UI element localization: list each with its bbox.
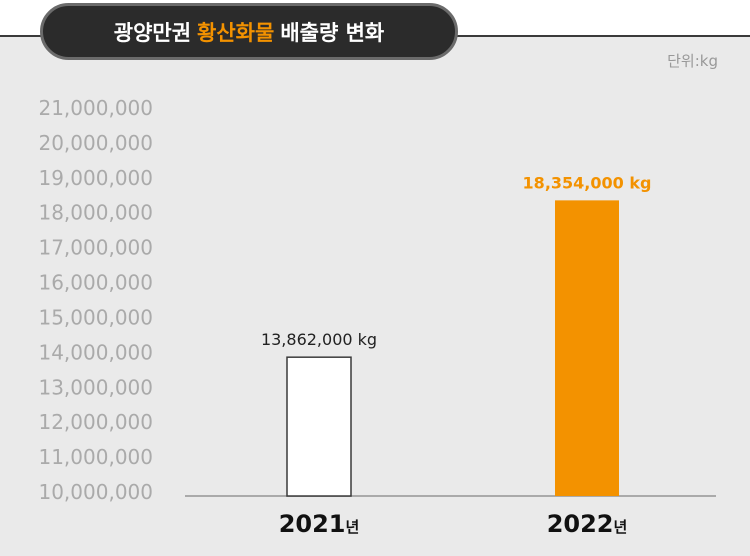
- bar: [555, 200, 619, 497]
- bar-value-label: 18,354,000 kg: [523, 173, 652, 192]
- y-tick-label: 20,000,000: [38, 131, 153, 155]
- title-prefix: 광양만권: [113, 20, 192, 45]
- y-tick-label: 17,000,000: [38, 236, 153, 260]
- y-tick-label: 21,000,000: [38, 96, 153, 120]
- y-tick-label: 12,000,000: [38, 410, 153, 434]
- x-category-label: 2021년: [279, 510, 360, 538]
- y-tick-label: 13,000,000: [38, 375, 153, 399]
- x-category-label: 2022년: [547, 510, 628, 538]
- y-tick-label: 15,000,000: [38, 305, 153, 329]
- category-year: 2022: [547, 510, 614, 538]
- y-tick-label: 19,000,000: [38, 166, 153, 190]
- category-suffix: 년: [613, 518, 627, 536]
- title-suffix: 배출량 변화: [280, 20, 385, 45]
- title-highlight: 황산화물: [197, 20, 275, 45]
- category-year: 2021: [279, 510, 346, 538]
- chart-title: 광양만권 황산화물 배출량 변화: [40, 3, 458, 60]
- bar: [286, 356, 352, 497]
- y-tick-label: 11,000,000: [38, 445, 153, 469]
- y-tick-label: 16,000,000: [38, 271, 153, 295]
- y-tick-label: 18,000,000: [38, 201, 153, 225]
- bar-value-label: 13,862,000 kg: [261, 330, 377, 349]
- y-tick-label: 10,000,000: [38, 480, 153, 504]
- chart-panel: [0, 35, 750, 556]
- y-tick-label: 14,000,000: [38, 340, 153, 364]
- category-suffix: 년: [345, 518, 359, 536]
- unit-label: 단위:kg: [667, 52, 718, 70]
